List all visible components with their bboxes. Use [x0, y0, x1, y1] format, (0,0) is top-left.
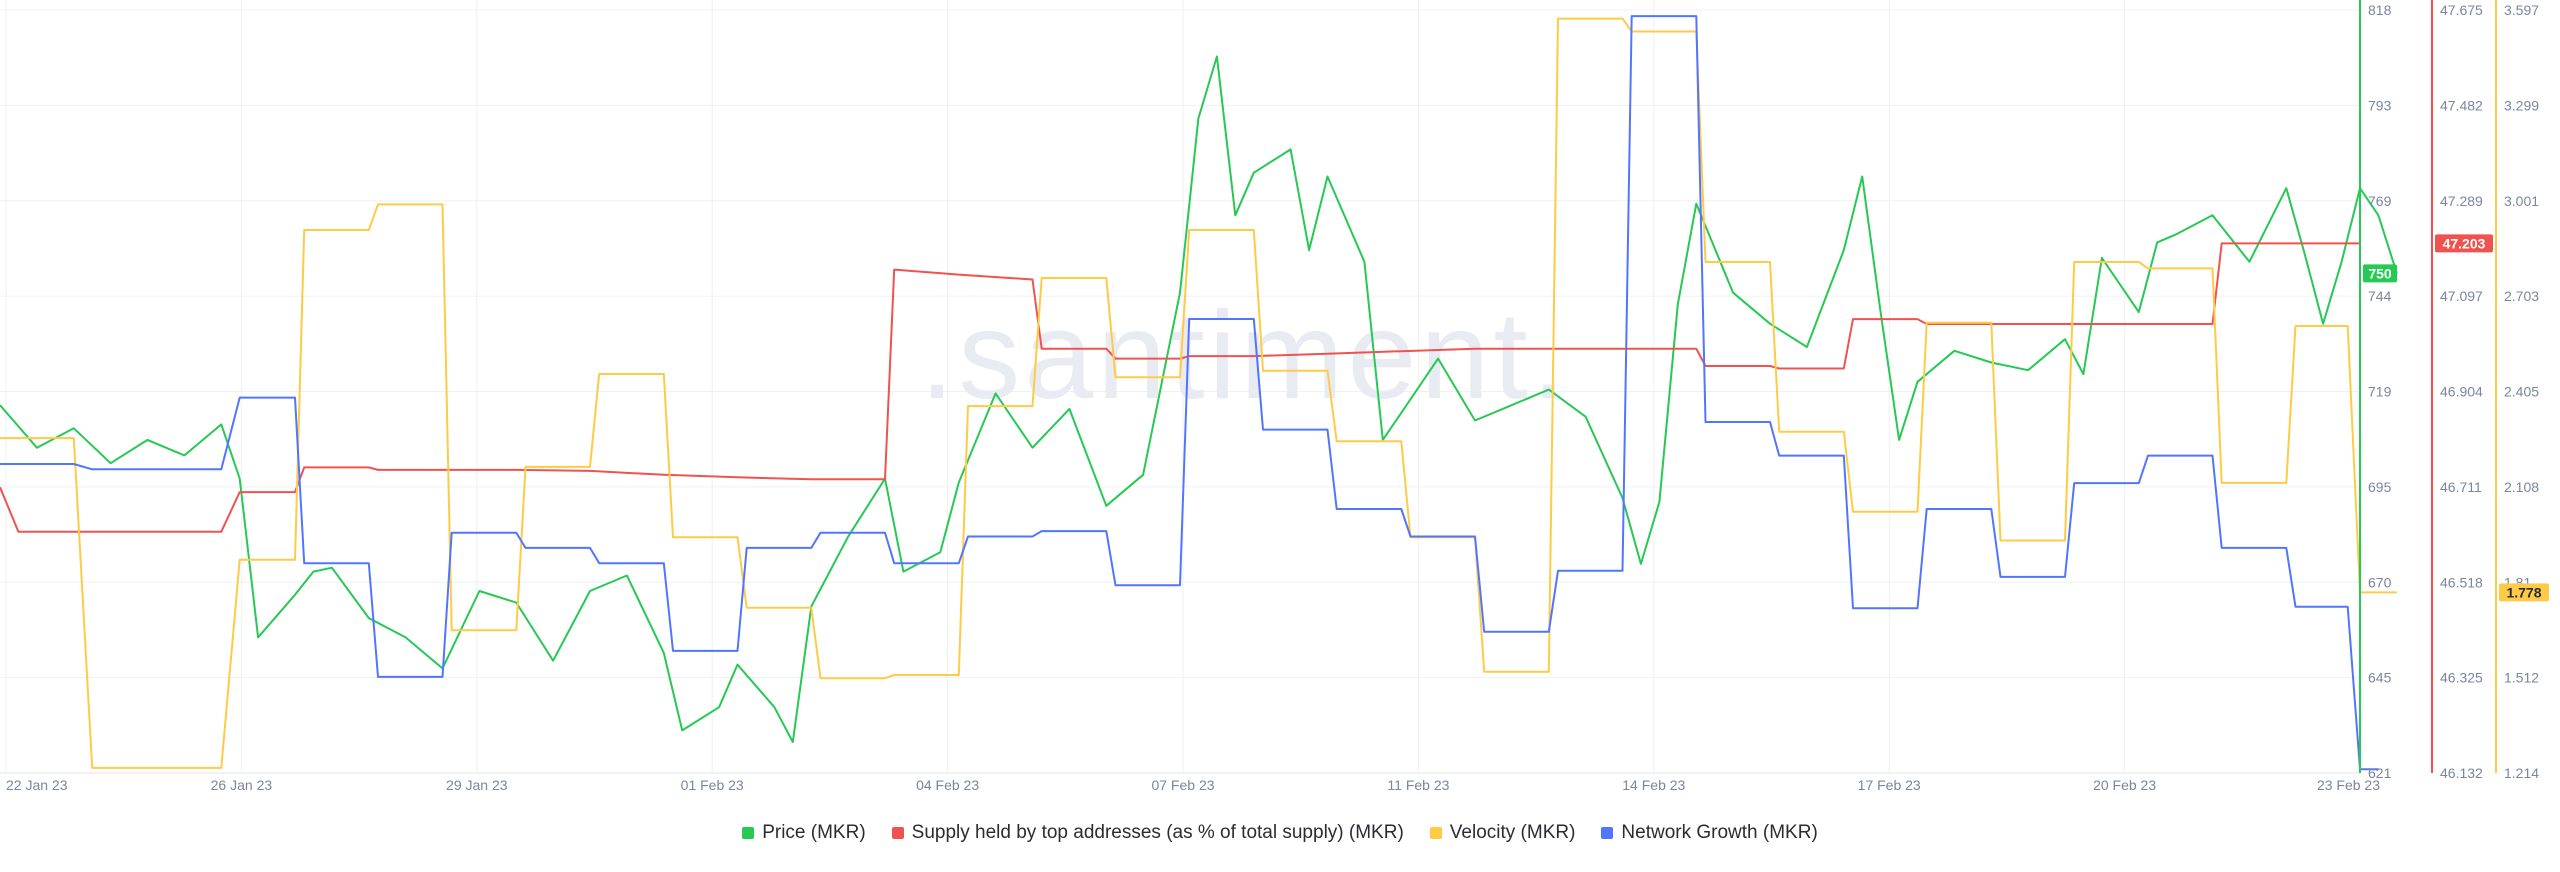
x-tick-label: 07 Feb 23	[1151, 777, 1214, 793]
legend-swatch-supply	[891, 827, 904, 839]
series-layer	[0, 15, 2398, 771]
y-tick-label-velocity: 2.405	[2504, 384, 2539, 400]
y-tick-label-price: 695	[2368, 479, 2392, 495]
x-tick-label: 23 Feb 23	[2317, 777, 2380, 793]
y-tick-label-price: 621	[2368, 765, 2392, 781]
chart-legend: Price (MKR) Supply held by top addresses…	[0, 818, 2560, 848]
y-tick-label-supply: 46.711	[2440, 479, 2482, 495]
series-line-velocity	[0, 17, 2397, 769]
y-tick-label-velocity: 2.703	[2504, 288, 2539, 304]
y-tick-label-price: 645	[2368, 670, 2392, 686]
y-tick-label-price: 793	[2368, 97, 2392, 113]
y-tick-label-velocity: 1.512	[2504, 670, 2539, 686]
x-tick-label: 22 Jan 23	[6, 777, 68, 793]
y-tick-label-supply: 47.289	[2440, 193, 2483, 209]
legend-item-price[interactable]: Price (MKR)	[742, 822, 866, 844]
current-value-badge-price	[2363, 264, 2397, 283]
legend-label-network-growth: Network Growth (MKR)	[1621, 822, 1818, 843]
y-tick-label-velocity: 3.597	[2504, 2, 2539, 18]
x-tick-label: 17 Feb 23	[1858, 777, 1921, 793]
x-tick-label: 04 Feb 23	[916, 777, 979, 793]
y-tick-label-velocity: 1.214	[2504, 765, 2539, 781]
y-tick-label-supply: 46.518	[2440, 574, 2483, 590]
legend-item-supply[interactable]: Supply held by top addresses (as % of to…	[891, 822, 1404, 844]
y-tick-label-supply: 47.675	[2440, 2, 2483, 18]
legend-item-network-growth[interactable]: Network Growth (MKR)	[1601, 822, 1818, 844]
x-tick-label: 20 Feb 23	[2093, 777, 2156, 793]
y-tick-label-price: 719	[2368, 384, 2392, 400]
series-line-supply	[0, 242, 2360, 533]
y-tick-label-supply: 47.097	[2440, 288, 2483, 304]
y-tick-label-supply: 46.132	[2440, 765, 2483, 781]
y-tick-label-supply: 46.325	[2440, 670, 2483, 686]
legend-label-supply: Supply held by top addresses (as % of to…	[911, 822, 1404, 843]
current-value-label-price: 750	[2368, 265, 2392, 281]
legend-label-price: Price (MKR)	[762, 822, 866, 843]
current-value-badge-velocity	[2499, 583, 2549, 602]
current-value-label-supply: 47.203	[2443, 235, 2486, 251]
y-tick-label-price: 744	[2368, 288, 2392, 304]
axes: 22 Jan 23 26 Jan 23 29 Jan 23 01 Feb 23 04 F…	[0, 0, 2549, 793]
x-tick-label: 26 Jan 23	[211, 777, 273, 793]
legend-label-velocity: Velocity (MKR)	[1449, 822, 1576, 843]
legend-swatch-network-growth	[1601, 827, 1614, 839]
y-tick-label-velocity: 3.299	[2504, 97, 2539, 113]
x-tick-label: 14 Feb 23	[1622, 777, 1685, 793]
x-tick-label: 11 Feb 23	[1387, 777, 1449, 793]
y-tick-label-price: 818	[2368, 2, 2392, 18]
y-tick-label-supply: 46.904	[2440, 384, 2483, 400]
x-tick-label: 29 Jan 23	[446, 777, 508, 793]
legend-swatch-velocity	[1429, 827, 1442, 839]
y-tick-label-velocity: 2.108	[2504, 479, 2539, 495]
legend-item-velocity[interactable]: Velocity (MKR)	[1429, 822, 1576, 844]
x-tick-label: 01 Feb 23	[681, 777, 744, 793]
current-value-badge-supply	[2435, 234, 2493, 253]
grid	[0, 0, 2361, 774]
legend-swatch-price	[742, 827, 755, 839]
series-line-network	[0, 15, 2379, 771]
series-line-price	[0, 55, 2398, 743]
current-value-label-velocity: 1.778	[2506, 584, 2541, 600]
y-tick-label-velocity: 3.001	[2504, 193, 2539, 209]
y-tick-label-price: 769	[2368, 193, 2392, 209]
y-tick-label-supply: 47.482	[2440, 97, 2483, 113]
y-tick-label-price: 670	[2368, 574, 2392, 590]
